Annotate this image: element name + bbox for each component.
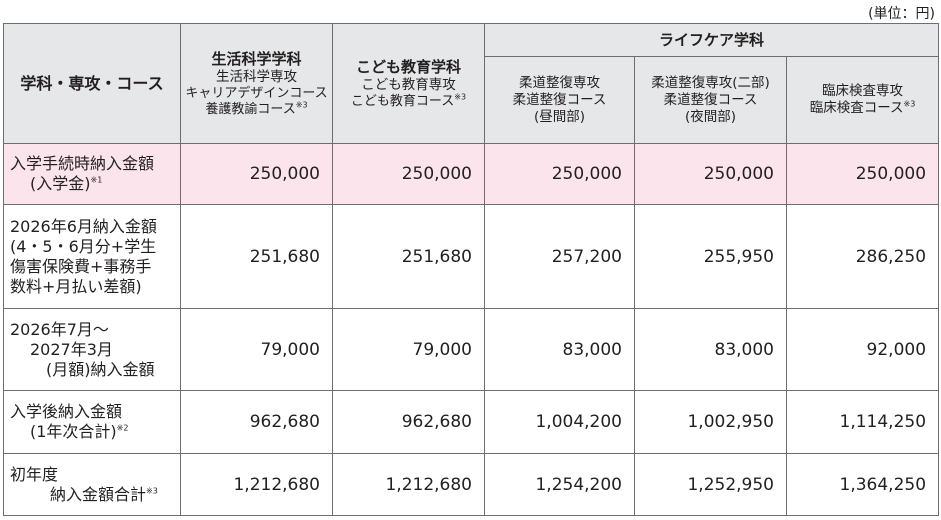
- col-header-judo-night: 柔道整復専攻(二部) 柔道整復コース (夜間部): [634, 56, 787, 144]
- footnote-mark: ※3: [146, 486, 158, 496]
- major-name: こども教育専攻: [361, 76, 456, 93]
- unit-note: (単位：円): [868, 6, 935, 22]
- fee-cell: 1,254,200: [484, 453, 635, 516]
- course-text: こども教育コース: [350, 93, 455, 109]
- fee-cell: 1,002,950: [634, 390, 787, 454]
- col-header-rinsho: 臨床検査専攻 臨床検査コース※3: [785, 56, 940, 144]
- label-line: 納入金額合計※3: [10, 485, 174, 505]
- table-row: 初年度 納入金額合計※3 1,212,680 1,212,680 1,254,2…: [3, 453, 940, 516]
- col-header-judo-day: 柔道整復専攻 柔道整復コース (昼間部): [484, 56, 635, 144]
- label-text: (1年次合計): [30, 422, 117, 441]
- fee-cell: 1,252,950: [634, 453, 787, 516]
- fee-cell: 251,680: [332, 204, 485, 309]
- label-line: 数料+月払い差額): [10, 276, 142, 296]
- fee-cell: 79,000: [180, 308, 333, 391]
- footnote-mark: ※3: [903, 99, 916, 109]
- col-header-kodomo: こども教育学科 こども教育専攻 こども教育コース※3: [332, 23, 485, 144]
- course-name: 柔道整復コース: [663, 91, 758, 108]
- label-line: 2026年7月～: [10, 319, 109, 339]
- label-line: (1年次合計)※2: [10, 422, 174, 442]
- fee-cell: 1,004,200: [484, 390, 635, 454]
- label-line: 入学後納入金額: [10, 402, 123, 421]
- col-header-seikatsu: 生活科学学科 生活科学専攻 キャリアデザインコース 養護教諭コース※3: [180, 23, 333, 144]
- fee-cell: 250,000: [484, 143, 635, 205]
- fee-cell: 83,000: [484, 308, 635, 391]
- corner-header: 学科・専攻・コース: [3, 23, 181, 144]
- fee-cell: 79,000: [332, 308, 485, 391]
- fee-cell: 251,680: [180, 204, 333, 309]
- fee-cell: 1,364,250: [785, 453, 940, 516]
- label-line: 入学手続時納入金額: [10, 154, 155, 173]
- dept-name: こども教育学科: [355, 57, 461, 76]
- footnote-mark: ※3: [454, 92, 467, 102]
- fee-cell: 1,114,250: [785, 390, 940, 454]
- dept-header-lifecare: ライフケア学科: [483, 23, 940, 57]
- major-name: 柔道整復専攻: [519, 74, 600, 91]
- label-line: 傷害保険費+事務手: [10, 256, 152, 276]
- label-text: (入学金): [30, 174, 91, 193]
- course-time: (夜間部): [684, 108, 737, 125]
- label-line: 2026年6月納入金額: [10, 216, 157, 236]
- footnote-mark: ※1: [90, 175, 103, 185]
- label-line: 初年度: [10, 464, 59, 484]
- course-name: 養護教諭コース※3: [181, 100, 332, 118]
- table-row: 2026年7月～ 2027年3月 (月額)納入金額 79,000 79,000 …: [3, 308, 940, 391]
- table-row: 入学後納入金額 (1年次合計)※2 962,680 962,680 1,004,…: [3, 390, 940, 454]
- fee-cell: 250,000: [180, 143, 333, 205]
- table-row: 入学手続時納入金額 (入学金)※1 250,000 250,000 250,00…: [3, 143, 940, 205]
- fee-cell: 962,680: [180, 390, 333, 454]
- fee-cell: 962,680: [332, 390, 485, 454]
- course-text: 臨床検査コース: [809, 100, 904, 116]
- fee-cell: 250,000: [634, 143, 787, 205]
- fee-table: 学科・専攻・コース 生活科学学科 生活科学専攻 キャリアデザインコース 養護教諭…: [3, 23, 940, 516]
- course-time: (昼間部): [533, 108, 586, 125]
- row-label: 初年度 納入金額合計※3: [3, 453, 181, 516]
- fee-cell: 83,000: [634, 308, 787, 391]
- dept-name: ライフケア学科: [659, 31, 765, 49]
- footnote-mark: ※2: [116, 423, 129, 433]
- row-label: 2026年7月～ 2027年3月 (月額)納入金額: [3, 308, 181, 391]
- corner-label: 学科・専攻・コース: [20, 74, 164, 93]
- course-text: 養護教諭コース: [205, 101, 296, 117]
- fee-cell: 1,212,680: [332, 453, 485, 516]
- row-label: 2026年6月納入金額 (4・5・6月分+学生 傷害保険費+事務手 数料+月払い…: [3, 204, 181, 309]
- course-name: 柔道整復コース: [512, 91, 607, 108]
- major-name: 生活科学専攻: [216, 68, 297, 85]
- label-line: (月額)納入金額: [46, 359, 155, 379]
- label-line: 2027年3月: [30, 339, 113, 359]
- major-name: 柔道整復専攻(二部): [651, 74, 770, 91]
- fee-cell: 250,000: [785, 143, 940, 205]
- label-line: (入学金)※1: [10, 174, 174, 194]
- fee-cell: 286,250: [785, 204, 940, 309]
- fee-cell: 255,950: [634, 204, 787, 309]
- course-name: こども教育コース※3: [333, 92, 484, 110]
- course-name: キャリアデザインコース: [185, 85, 328, 101]
- fee-cell: 250,000: [332, 143, 485, 205]
- fee-cell: 257,200: [484, 204, 635, 309]
- dept-name: 生活科学学科: [211, 49, 302, 68]
- fee-cell: 1,212,680: [180, 453, 333, 516]
- fee-cell: 92,000: [785, 308, 940, 391]
- course-name: 臨床検査コース※3: [787, 100, 938, 117]
- label-line: (4・5・6月分+学生: [10, 236, 157, 256]
- label-text: 納入金額合計: [50, 484, 147, 504]
- row-label: 入学後納入金額 (1年次合計)※2: [3, 390, 181, 454]
- footnote-mark: ※3: [295, 100, 308, 110]
- table-row: 2026年6月納入金額 (4・5・6月分+学生 傷害保険費+事務手 数料+月払い…: [3, 204, 940, 309]
- major-name: 臨床検査専攻: [822, 83, 904, 99]
- row-label: 入学手続時納入金額 (入学金)※1: [3, 143, 181, 205]
